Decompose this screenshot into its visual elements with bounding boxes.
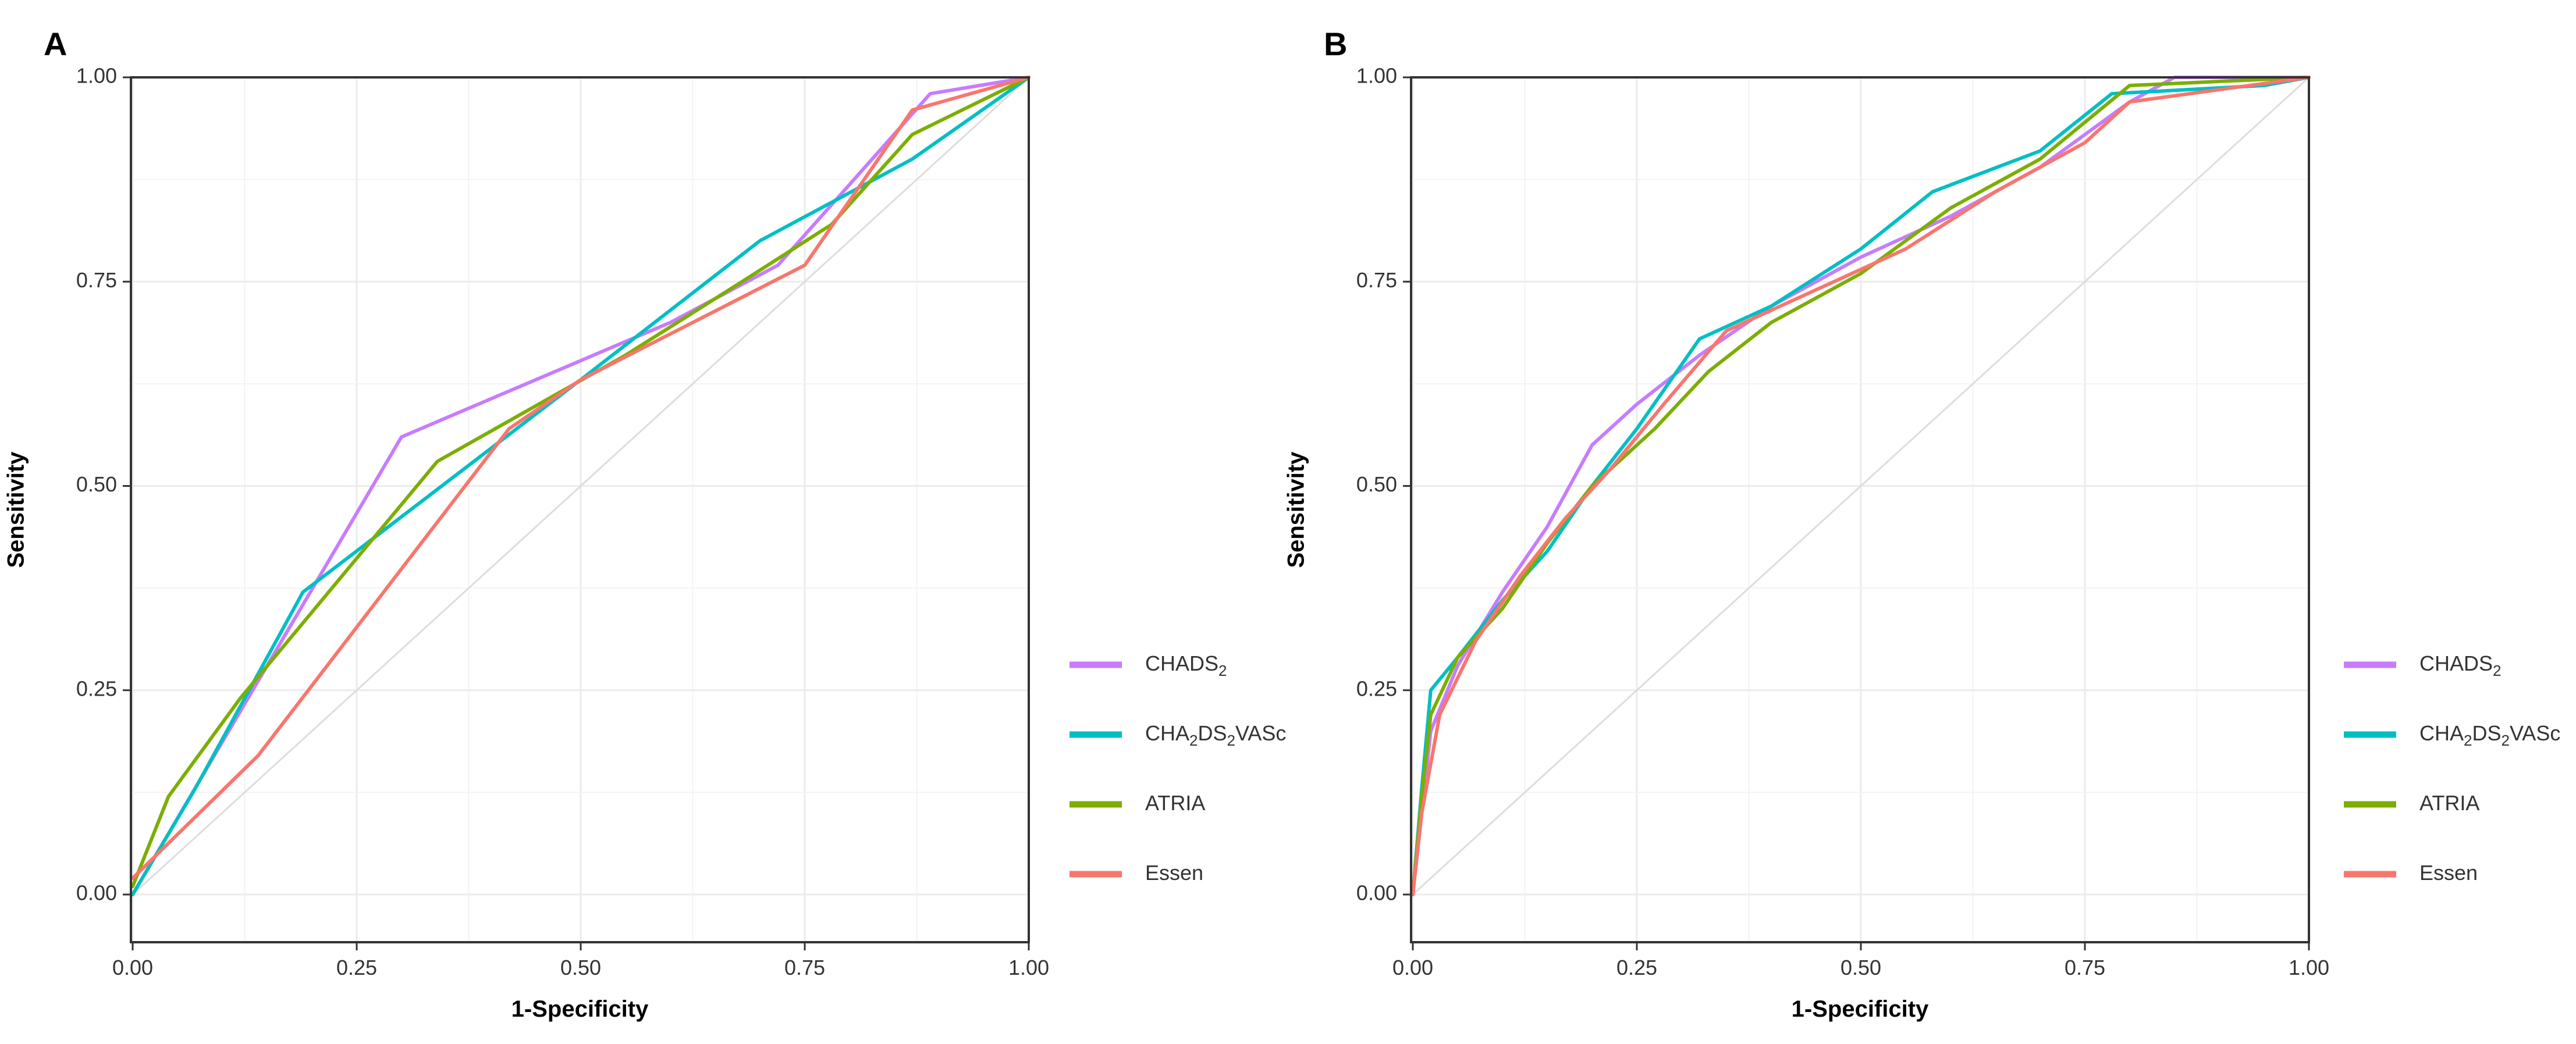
legend-item-atria: ATRIA <box>2344 791 2479 815</box>
panel-letter: A <box>44 26 67 62</box>
x-tick-label: 1.00 <box>2289 956 2329 979</box>
legend-label: CHA2DS2VASc <box>2419 721 2560 749</box>
series-line-essen <box>1411 76 2311 896</box>
y-tick-label: 0.00 <box>1356 881 1397 905</box>
x-tick-label: 0.75 <box>784 956 825 979</box>
legend-label: Essen <box>2419 861 2478 885</box>
x-axis-title: 1-Specificity <box>1792 996 1929 1022</box>
legend-item-essen: Essen <box>2344 861 2478 885</box>
y-tick-label: 0.25 <box>76 676 117 700</box>
x-tick-label: 1.00 <box>1008 956 1049 979</box>
series-line-atria <box>1411 76 2311 896</box>
series-line-essen <box>131 76 1031 880</box>
y-tick-label: 0.50 <box>1356 472 1397 496</box>
legend-item-chads2: CHADS2 <box>1070 651 1227 679</box>
y-tick-label: 0.50 <box>76 472 117 496</box>
legend-label: CHA2DS2VASc <box>1145 721 1286 749</box>
legend-label: ATRIA <box>1145 791 1205 815</box>
x-tick-label: 0.00 <box>112 956 153 979</box>
panel-letter: B <box>1324 26 1347 62</box>
series-line-chads2 <box>1411 76 2311 896</box>
y-tick-label: 0.00 <box>76 881 117 905</box>
reference-diagonal <box>1410 76 2310 897</box>
x-tick-label: 0.25 <box>1616 956 1657 979</box>
y-tick-label: 0.75 <box>76 268 117 292</box>
legend-label: CHADS2 <box>2419 651 2502 679</box>
legend-item-atria: ATRIA <box>1070 791 1205 815</box>
y-tick-label: 0.25 <box>1356 676 1397 700</box>
legend-item-essen: Essen <box>1070 861 1203 885</box>
x-tick-label: 0.50 <box>1840 956 1881 979</box>
legend-label: ATRIA <box>2419 791 2479 815</box>
legend-label: Essen <box>1145 861 1203 885</box>
legend-item-cha2ds2vasc: CHA2DS2VASc <box>1070 721 1286 749</box>
y-axis-title: Sensitivity <box>1284 451 1309 568</box>
y-axis-title: Sensitivity <box>3 451 29 568</box>
grid <box>1411 76 2310 942</box>
x-tick-label: 0.75 <box>2065 956 2105 979</box>
legend-item-cha2ds2vasc: CHA2DS2VASc <box>2344 721 2560 749</box>
y-tick-label: 0.75 <box>1356 268 1397 292</box>
x-tick-label: 0.50 <box>560 956 601 979</box>
series-line-cha2ds2vasc <box>1411 76 2311 896</box>
x-axis-title: 1-Specificity <box>511 996 649 1022</box>
legend-label: CHADS2 <box>1145 651 1227 679</box>
y-tick-label: 1.00 <box>76 64 117 88</box>
panel-b: B 0.00 0.25 0.50 0.75 1.00 0.00 0.25 0.50 0.75 1.0… <box>1284 26 2561 1022</box>
y-tick-label: 1.00 <box>1356 64 1397 88</box>
panel-a: A 0.00 0.25 0.50 0.75 1.00 0.00 0.25 0.50 0.75 1.0… <box>3 26 1287 1022</box>
x-tick-label: 0.00 <box>1392 956 1433 979</box>
legend: CHADS2 CHA2DS2VASc ATRIA Essen <box>2344 651 2560 885</box>
legend-item-chads2: CHADS2 <box>2344 651 2502 679</box>
reference-diagonal <box>130 76 1030 897</box>
x-tick-label: 0.25 <box>336 956 377 979</box>
legend: CHADS2 CHA2DS2VASc ATRIA Essen <box>1070 651 1286 885</box>
